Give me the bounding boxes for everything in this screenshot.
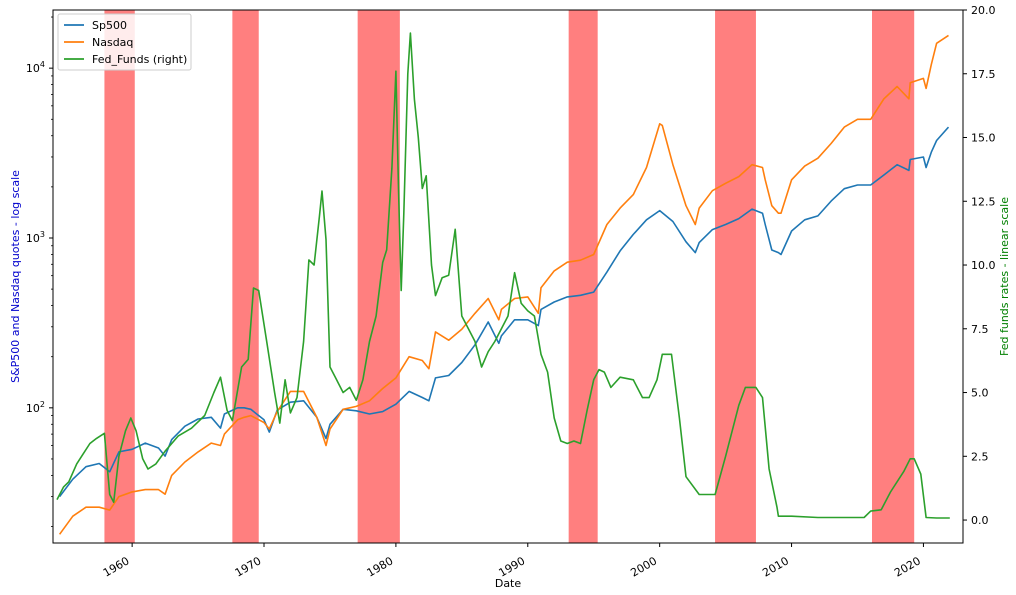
recession-band [872,10,915,543]
y-right-tick-label: 12.5 [971,195,996,208]
series-lines [56,32,950,535]
y-right-tick-label: 15.0 [971,132,996,145]
legend: Sp500 Nasdaq Fed_Funds (right) [57,13,192,71]
y-right-tick-label: 10.0 [971,259,996,272]
recession-band [232,10,259,543]
legend-entry-fed-funds-label: Fed_Funds (right) [92,53,187,66]
y-axis-right: 0.0 2.5 5.0 7.5 10.0 12.5 15.0 17.5 20.0 [963,4,996,527]
recession-band [104,10,135,543]
recession-band [568,10,598,543]
sp500-line [58,126,950,498]
y-right-tick-label: 0.0 [971,514,989,527]
y-left-tick-label: 102 [26,400,45,415]
legend-box [57,13,192,71]
y-left-tick-label: 104 [26,60,45,75]
y-axis-left-label: S&P500 and Nasdaq quotes - log scale [9,170,22,383]
legend-entry-nasdaq-label: Nasdaq [92,36,133,49]
recession-bands [104,10,915,543]
y-right-tick-label: 5.0 [971,387,989,400]
legend-entry-sp500-label: Sp500 [92,19,127,32]
y-right-tick-label: 7.5 [971,323,989,336]
recession-band [357,10,400,543]
fed-funds-line [56,32,950,519]
plot-frame [52,9,964,544]
y-right-tick-label: 20.0 [971,4,996,17]
y-axis-left: 102 103 104 [26,16,53,527]
y-axis-right-label: Fed funds rates - linear scale [998,197,1011,356]
y-left-tick-label: 103 [26,230,45,245]
nasdaq-line [58,34,949,535]
x-axis-label: Date [495,577,522,590]
y-right-tick-label: 17.5 [971,68,996,81]
recession-band [715,10,756,543]
y-right-tick-label: 2.5 [971,450,989,463]
